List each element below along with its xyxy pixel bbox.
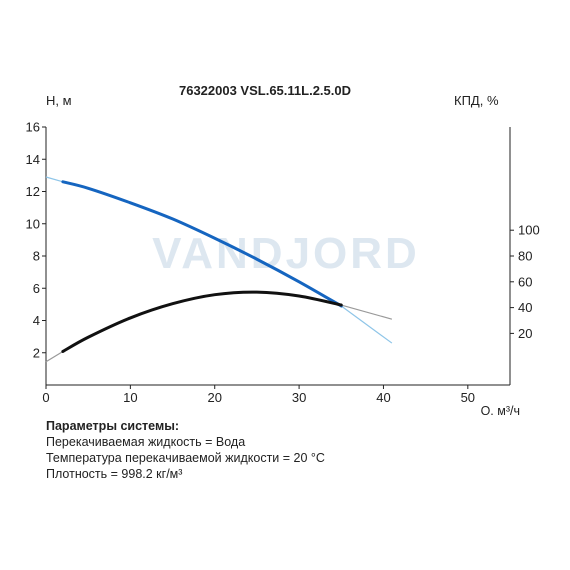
param-temperature: Температура перекачиваемой жидкости = 20…: [46, 451, 325, 465]
y-axis-label: Н, м: [46, 93, 72, 108]
x-tick-label: 40: [376, 390, 390, 405]
y2-axis-label: КПД, %: [454, 93, 499, 108]
y-tick-label: 10: [26, 216, 40, 231]
x-tick-label: 0: [42, 390, 49, 405]
y-tick-label: 8: [33, 249, 40, 264]
y-tick-label: 16: [26, 120, 40, 135]
x-axis-label: Q, м³/ч: [481, 404, 520, 415]
efficiency-curve-extension: [341, 304, 393, 320]
y-tick-label: 14: [26, 152, 40, 167]
y2-tick-label: 100: [518, 223, 540, 238]
y-tick-label: 12: [26, 184, 40, 199]
y2-tick-label: 40: [518, 300, 532, 315]
y-tick-label: 2: [33, 345, 40, 360]
x-tick-label: 20: [207, 390, 221, 405]
param-density: Плотность = 998.2 кг/м³: [46, 467, 183, 481]
watermark-logo: VANDJORD: [152, 229, 420, 278]
head-curve-extension: [45, 176, 64, 183]
x-tick-label: 30: [292, 390, 306, 405]
param-liquid: Перекачиваемая жидкость = Вода: [46, 435, 246, 449]
x-tick-label: 10: [123, 390, 137, 405]
system-parameters-heading: Параметры системы:: [46, 419, 180, 433]
y2-tick-label: 20: [518, 326, 532, 341]
x-tick-label: 50: [461, 390, 475, 405]
y2-tick-label: 60: [518, 274, 532, 289]
system-parameters: Параметры системы: Перекачиваемая жидкос…: [46, 418, 325, 482]
efficiency-curve-extension: [45, 350, 64, 363]
y2-tick-label: 80: [518, 249, 532, 264]
efficiency-curve: [61, 290, 343, 353]
y-tick-label: 4: [33, 313, 40, 328]
head-curve-extension: [340, 305, 393, 344]
pump-curve-chart: VANDJORD 2 4 6 8 10 12 14 16 0 10 20 30 40 50 20 40 60 80…: [26, 83, 540, 415]
head-curve: [61, 180, 343, 308]
chart-title: 76322003 VSL.65.11L.2.5.0D: [179, 83, 351, 98]
y-tick-label: 6: [33, 281, 40, 296]
